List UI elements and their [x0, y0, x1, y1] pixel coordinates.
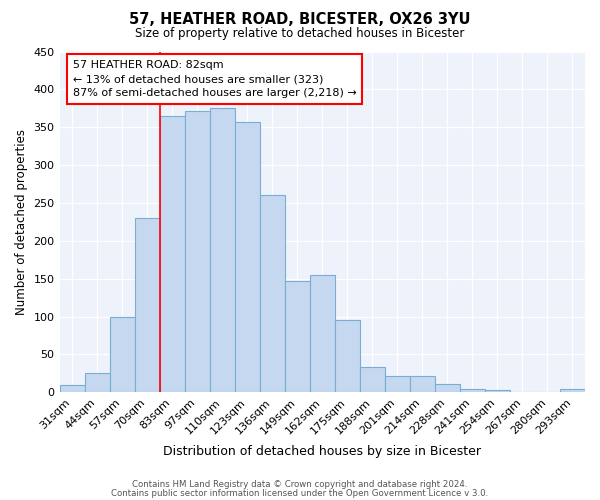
Bar — [285, 281, 310, 392]
Bar — [335, 320, 360, 392]
Bar — [85, 372, 110, 392]
Bar — [360, 366, 385, 392]
Bar — [385, 376, 410, 392]
Bar — [460, 388, 485, 392]
Text: Size of property relative to detached houses in Bicester: Size of property relative to detached ho… — [136, 28, 464, 40]
Bar — [485, 390, 510, 392]
Bar — [160, 116, 185, 392]
Bar — [59, 385, 85, 392]
Bar — [560, 388, 585, 392]
Text: Contains public sector information licensed under the Open Government Licence v : Contains public sector information licen… — [112, 488, 488, 498]
Text: 57 HEATHER ROAD: 82sqm
← 13% of detached houses are smaller (323)
87% of semi-de: 57 HEATHER ROAD: 82sqm ← 13% of detached… — [73, 60, 356, 98]
X-axis label: Distribution of detached houses by size in Bicester: Distribution of detached houses by size … — [163, 444, 481, 458]
Bar — [235, 122, 260, 392]
Bar — [410, 376, 435, 392]
Y-axis label: Number of detached properties: Number of detached properties — [15, 129, 28, 315]
Bar — [110, 316, 134, 392]
Bar — [435, 384, 460, 392]
Bar — [209, 108, 235, 393]
Bar — [260, 196, 285, 392]
Bar — [185, 110, 209, 392]
Bar — [310, 275, 335, 392]
Text: 57, HEATHER ROAD, BICESTER, OX26 3YU: 57, HEATHER ROAD, BICESTER, OX26 3YU — [129, 12, 471, 28]
Bar — [134, 218, 160, 392]
Text: Contains HM Land Registry data © Crown copyright and database right 2024.: Contains HM Land Registry data © Crown c… — [132, 480, 468, 489]
